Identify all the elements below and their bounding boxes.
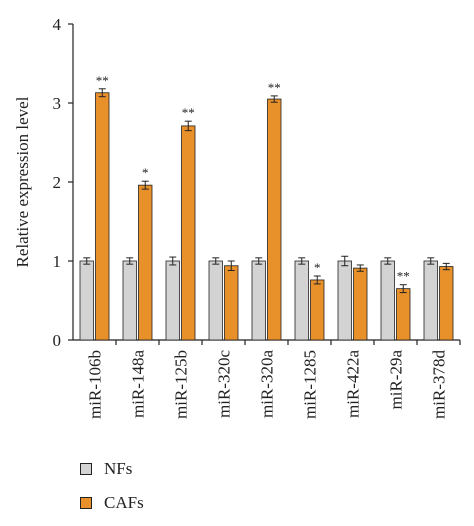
bar-nfs — [122, 260, 137, 341]
x-tick-label: miR-1285 — [301, 350, 320, 419]
significance-label: * — [142, 165, 149, 180]
legend-item-nfs: NFs — [80, 458, 144, 480]
bar-cafs — [353, 267, 368, 341]
x-tick-label: miR-320c — [215, 350, 234, 418]
legend: NFs CAFs — [80, 458, 144, 526]
significance-label: * — [314, 260, 321, 275]
legend-swatch-cafs — [80, 497, 92, 509]
bar-cafs — [95, 92, 110, 341]
x-tick-label: miR-29a — [387, 350, 406, 410]
bar-nfs — [337, 260, 352, 341]
y-tick-label: 0 — [53, 331, 62, 350]
bars: ********** — [79, 73, 454, 341]
bar-nfs — [294, 260, 309, 341]
bar-cafs — [138, 184, 153, 341]
legend-label-cafs: CAFs — [104, 493, 144, 512]
y-tick-label: 3 — [53, 94, 62, 113]
y-tick-label: 1 — [53, 252, 62, 271]
x-tick-label: miR-106b — [86, 350, 105, 419]
y-axis: 0 1 2 3 4 — [53, 15, 74, 350]
bar-cafs — [267, 98, 282, 341]
bar-cafs — [310, 279, 325, 341]
legend-label-nfs: NFs — [104, 459, 133, 478]
bar-nfs — [165, 260, 180, 341]
significance-label: ** — [268, 80, 281, 95]
significance-label: ** — [397, 269, 410, 284]
bar-cafs — [181, 125, 196, 341]
bar-nfs — [380, 260, 395, 341]
bar-nfs — [208, 260, 223, 341]
bar-cafs — [224, 265, 239, 341]
x-tick-label: miR-125b — [172, 350, 191, 419]
legend-item-cafs: CAFs — [80, 492, 144, 514]
x-tick-label: miR-320a — [258, 350, 277, 418]
bar-nfs — [423, 260, 438, 341]
y-axis-label: Relative expression level — [13, 96, 32, 267]
bar-cafs — [396, 288, 411, 341]
bar-cafs — [439, 266, 454, 341]
legend-swatch-nfs — [80, 463, 92, 475]
bar-nfs — [251, 260, 266, 341]
x-axis: miR-106b miR-148a miR-125b miR-320c miR-320a… — [73, 339, 461, 419]
x-tick-label: miR-422a — [344, 350, 363, 418]
bar-nfs — [79, 260, 94, 341]
significance-label: ** — [96, 73, 109, 88]
y-tick-label: 4 — [53, 15, 62, 34]
x-tick-label: miR-378d — [430, 350, 449, 419]
significance-label: ** — [182, 105, 195, 120]
x-tick-label: miR-148a — [129, 350, 148, 418]
y-tick-label: 2 — [53, 173, 62, 192]
